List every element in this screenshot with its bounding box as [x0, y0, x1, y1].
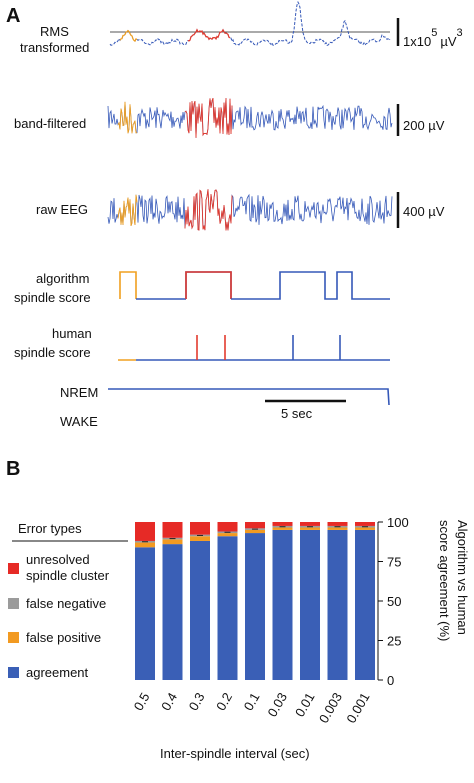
band-false-positive-segment: [117, 101, 138, 134]
algorithm-label-line2: spindle score: [14, 290, 91, 305]
x-tick-label-0.03: 0.03: [264, 690, 290, 719]
bar-false-positive-0.001: [355, 527, 375, 530]
bar-false-positive-0.1: [245, 529, 265, 534]
bar-agreement-0.01: [300, 529, 320, 680]
bar-agreement-0.4: [162, 544, 183, 680]
raw-scale-label: 400 µV: [403, 204, 445, 219]
algorithm-baseline-a: [136, 271, 232, 300]
human-label-line1: human: [52, 326, 92, 341]
bar-agreement-0.003: [327, 529, 348, 680]
raw-label: raw EEG: [36, 202, 88, 217]
panel-b-letter: B: [6, 458, 20, 480]
legend-title: Error types: [18, 521, 82, 536]
time-scale-label: 5 sec: [281, 406, 313, 421]
x-axis-label: Inter-spindle interval (sec): [160, 746, 310, 761]
bar-agreement-0.001: [355, 529, 375, 680]
bar-false-positive-0.01: [300, 527, 320, 530]
rms-label-line2: transformed: [20, 40, 89, 55]
hypnogram-group: NREM WAKE 5 sec: [60, 385, 390, 429]
y-axis-label-line1: Algorithm vs human: [455, 520, 470, 635]
y-tick-label-50: 50: [387, 594, 401, 609]
rms-scale-label: 1x105µV3: [403, 27, 463, 49]
x-tick-label-0.01: 0.01: [292, 690, 318, 719]
human-score-group: human spindle score: [14, 326, 390, 361]
raw-trace: [107, 189, 393, 231]
y-tick-label-0: 0: [387, 673, 394, 688]
bar-false-positive-0.3: [190, 536, 210, 541]
x-tick-label-0.1: 0.1: [241, 690, 263, 713]
wake-label: WAKE: [60, 414, 98, 429]
hypnogram-trace: [108, 388, 390, 406]
rms-false-positive-segment: [119, 29, 138, 43]
x-tick-label-0.001: 0.001: [343, 690, 372, 726]
legend-swatch-cluster: [8, 563, 19, 574]
raw-false-positive-segment: [117, 194, 138, 226]
rms-trace: [109, 0, 391, 47]
y-axis: [377, 521, 383, 681]
bar-unresolved-spindle-cluster-0.1: [245, 522, 265, 529]
algorithm-score-group: algorithm spindle score: [14, 271, 390, 305]
y-axis-label-line2: score agreement (%): [437, 520, 452, 641]
bar-agreement-0.5: [135, 547, 155, 680]
y-tick-label-25: 25: [387, 634, 401, 649]
band-scale-label: 200 µV: [403, 118, 445, 133]
legend-label-cluster-line2: spindle cluster: [26, 568, 110, 583]
band-cluster-segment: [184, 97, 233, 138]
band-trace-group: band-filtered 200 µV: [14, 97, 445, 138]
bar-false-positive-0.2: [217, 533, 238, 537]
band-label: band-filtered: [14, 116, 86, 131]
algorithm-label-line1: algorithm: [36, 271, 89, 286]
bar-false-positive-0.4: [162, 539, 183, 545]
x-tick-label-0.2: 0.2: [213, 690, 235, 713]
panel-a-letter: A: [6, 5, 20, 27]
bar-agreement-0.2: [217, 536, 238, 680]
y-tick-label-100: 100: [387, 515, 409, 530]
bar-false-positive-0.5: [135, 542, 155, 548]
bar-unresolved-spindle-cluster-0.003: [327, 522, 348, 526]
legend-label-cluster-line1: unresolved: [26, 552, 90, 567]
rms-cluster-segment: [187, 28, 231, 42]
bar-unresolved-spindle-cluster-0.4: [162, 522, 183, 538]
raw-trace-group: raw EEG 400 µV: [36, 189, 445, 231]
y-tick-label-75: 75: [387, 555, 401, 570]
x-tick-label-0.3: 0.3: [186, 690, 208, 713]
bar-false-positive-0.03: [272, 527, 293, 530]
x-tick-label-0.4: 0.4: [158, 690, 180, 713]
legend-swatch-agreement: [8, 667, 19, 678]
rms-label-line1: RMS: [40, 24, 69, 39]
bar-unresolved-spindle-cluster-0.2: [217, 522, 238, 532]
x-tick-label-0.5: 0.5: [131, 690, 153, 713]
rms-trace-group: RMS transformed 1x105µV3: [20, 0, 463, 55]
bar-agreement-0.03: [272, 529, 293, 680]
legend-label-agreement: agreement: [26, 665, 89, 680]
bar-unresolved-spindle-cluster-0.001: [355, 522, 375, 526]
bar-unresolved-spindle-cluster-0.5: [135, 522, 155, 541]
human-label-line2: spindle score: [14, 345, 91, 360]
bar-agreement-0.1: [245, 533, 265, 680]
bar-false-positive-0.003: [327, 527, 348, 530]
legend-swatch-false-positive: [8, 632, 19, 643]
y-tick-labels: 0 25 50 75 100: [387, 515, 409, 688]
algorithm-cluster-pulse: [185, 271, 232, 299]
nrem-label: NREM: [60, 385, 98, 400]
legend-swatch-false-negative: [8, 598, 19, 609]
bar-stack-area: [135, 522, 375, 680]
algorithm-agreement-pulses: [231, 271, 390, 300]
algorithm-false-positive-pulse: [119, 271, 137, 299]
raw-cluster-segment: [184, 189, 233, 231]
bar-unresolved-spindle-cluster-0.01: [300, 522, 320, 526]
bar-unresolved-spindle-cluster-0.3: [190, 522, 210, 535]
bar-agreement-0.3: [190, 540, 210, 680]
legend-label-false-negative: false negative: [26, 596, 106, 611]
bar-unresolved-spindle-cluster-0.03: [272, 522, 293, 526]
x-tick-label-0.003: 0.003: [316, 690, 345, 726]
legend-label-false-positive: false positive: [26, 630, 101, 645]
band-trace: [107, 97, 393, 138]
legend: Error types unresolved spindle cluster f…: [8, 521, 128, 680]
